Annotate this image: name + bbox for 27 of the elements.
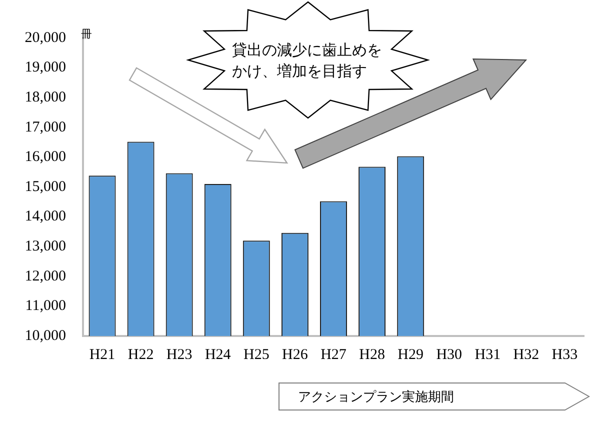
x-tick-label: H28	[359, 346, 385, 363]
y-tick-label: 16,000	[24, 149, 66, 166]
x-tick-label: H21	[89, 346, 116, 363]
y-tick-label: 18,000	[24, 90, 66, 106]
text: アクションプラン実施期間	[298, 388, 454, 405]
x-tick-label: H32	[513, 346, 540, 363]
x-tick-label: H23	[166, 346, 192, 363]
annotation: 貸出の減少に歯止めをかけ、増加を目指す	[232, 40, 383, 82]
x-tick-label: H33	[552, 346, 578, 363]
y-tick-label: 15,000	[24, 178, 66, 195]
y-tick-label: 14,000	[24, 208, 66, 225]
y-tick-label: 10,000	[24, 328, 66, 344]
x-tick-label: H25	[244, 346, 270, 363]
x-tick-label: H29	[398, 346, 424, 363]
y-tick-label: 13,000	[24, 238, 66, 255]
x-tick-label: H31	[474, 346, 501, 363]
y-tick-label: 20,000	[24, 30, 66, 46]
y-tick-label: 19,000	[24, 60, 66, 76]
y-axis-title: 冊	[81, 27, 92, 40]
y-tick-label: 17,000	[24, 119, 66, 136]
x-tick-label: H22	[128, 346, 154, 363]
y-tick-label: 12,000	[24, 268, 66, 284]
x-tick-label: H27	[320, 346, 347, 363]
y-tick-label: 11,000	[25, 298, 66, 314]
x-tick-label: H30	[436, 346, 462, 363]
x-tick-label: H24	[204, 346, 232, 363]
x-tick-label: H26	[282, 346, 308, 363]
